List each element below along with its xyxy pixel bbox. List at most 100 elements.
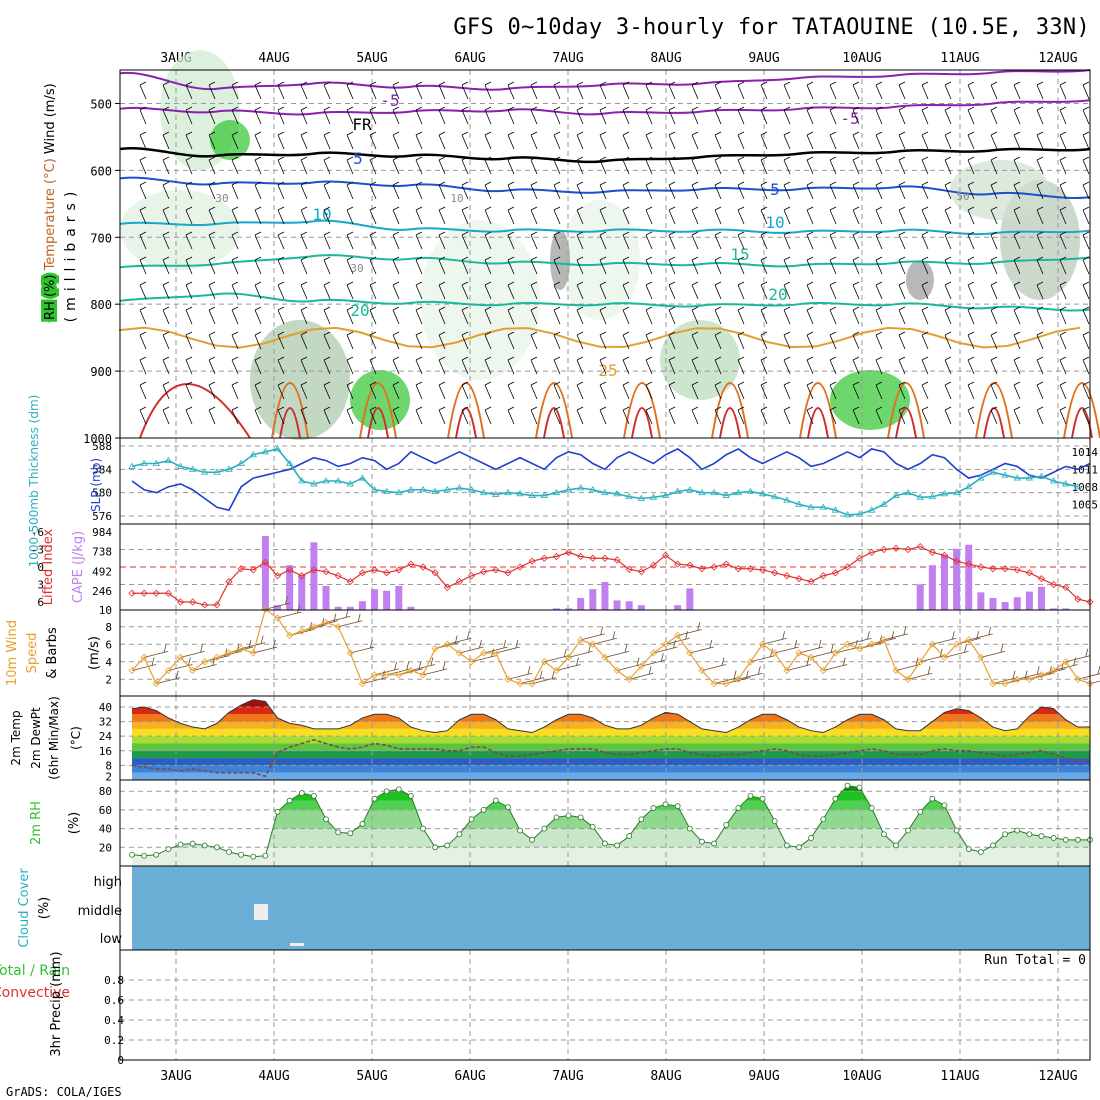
li-marker	[989, 565, 997, 573]
rh-marker	[129, 851, 135, 858]
wind-barb	[507, 306, 515, 325]
rh-shading	[120, 190, 240, 270]
y-tick-label: -6	[31, 526, 44, 539]
wind-marker	[625, 675, 633, 683]
thickness-marker	[940, 490, 949, 497]
wind-barb	[139, 181, 147, 200]
wind-barb	[829, 156, 837, 175]
wind-marker	[819, 666, 827, 675]
rh-shading	[906, 260, 934, 300]
cape-bar	[940, 554, 948, 610]
wind-barb	[783, 231, 791, 250]
wind-barb	[599, 106, 607, 125]
wind-barb	[645, 406, 653, 425]
wind-barb	[185, 356, 193, 375]
wind-barb	[1036, 206, 1044, 225]
wind-barb	[967, 356, 975, 375]
rh-marker	[189, 840, 196, 847]
wind-barb	[415, 306, 423, 325]
wind-barb	[300, 206, 308, 225]
wind-barb	[783, 356, 791, 375]
wind-barb	[241, 635, 266, 650]
wind-barb	[300, 406, 308, 425]
wind-barb	[829, 106, 837, 125]
rh-marker	[856, 784, 863, 791]
wind-barb	[737, 256, 745, 275]
wind-barb	[461, 381, 469, 400]
rh-marker	[274, 808, 281, 815]
wind-barb	[447, 631, 472, 645]
wind-barb	[553, 256, 561, 275]
cloud-gap-middle	[254, 904, 268, 920]
rh-shading	[550, 230, 570, 290]
wind-barb	[783, 406, 791, 425]
wind-barb	[599, 356, 607, 375]
wind-barb	[507, 206, 515, 225]
isotherm-line	[711, 382, 749, 439]
rh-marker	[977, 849, 984, 855]
wind-barb	[1013, 131, 1021, 150]
wind-barb	[875, 81, 883, 100]
wind-barb	[576, 331, 584, 350]
wind-barb	[806, 381, 814, 400]
wind-barb	[653, 639, 678, 654]
rh-marker	[226, 849, 232, 855]
thickness-marker	[334, 477, 342, 484]
wind-barb	[852, 256, 860, 275]
wind-barb	[162, 381, 170, 400]
wind-marker	[225, 649, 233, 657]
rh-marker	[771, 818, 778, 825]
li-marker	[601, 554, 609, 562]
wind-barb	[392, 356, 400, 375]
y-tick-label: 6	[37, 596, 44, 609]
thickness-marker	[479, 488, 488, 496]
wind-marker	[940, 653, 949, 661]
rh-marker	[480, 807, 487, 813]
wind-barb	[944, 406, 952, 425]
wind-barb	[553, 156, 561, 175]
wind-barb	[783, 206, 791, 225]
wind-barb	[185, 306, 193, 325]
wind-barb	[208, 181, 216, 200]
wind-barb	[254, 256, 262, 275]
isotherm-line	[807, 407, 829, 439]
wind-barb	[1059, 231, 1067, 250]
temp-line	[131, 699, 1090, 734]
rh-marker	[492, 797, 499, 804]
isotherm-line	[447, 382, 485, 439]
wind-barb	[369, 306, 377, 325]
thickness-marker	[576, 484, 585, 491]
wind-barb	[484, 331, 492, 350]
rh-marker	[1062, 836, 1069, 843]
li-marker	[1086, 598, 1094, 606]
wind-barb	[369, 381, 377, 400]
wind-barb	[645, 106, 653, 125]
li-marker	[419, 563, 427, 571]
rh-marker	[347, 830, 354, 837]
wind-barb	[714, 206, 722, 225]
wind-barb	[1082, 256, 1090, 275]
y-tick-label: 584	[92, 463, 112, 476]
thickness-marker	[710, 488, 718, 496]
cape-bar	[552, 608, 560, 610]
wind-barb	[323, 406, 331, 425]
wind-marker	[334, 623, 342, 631]
wind-barb	[645, 206, 653, 225]
wind-marker	[213, 653, 221, 661]
wind-barb	[530, 131, 538, 150]
wind-barb	[530, 306, 538, 325]
rh-marker	[213, 844, 220, 851]
wind-barb	[944, 131, 952, 150]
wind-barb	[829, 356, 837, 375]
wind-barb	[254, 181, 262, 200]
wind-barb	[691, 206, 699, 225]
wind-barb	[645, 256, 653, 275]
wind-barb	[898, 356, 906, 375]
cloud-level-label: low	[100, 932, 123, 947]
wind-barb	[829, 231, 837, 250]
wind-barb	[1013, 106, 1021, 125]
wind-barb	[714, 181, 722, 200]
wind-barb	[760, 81, 768, 100]
y-axis-label: Convective	[0, 985, 70, 1001]
wind-barb	[484, 181, 492, 200]
